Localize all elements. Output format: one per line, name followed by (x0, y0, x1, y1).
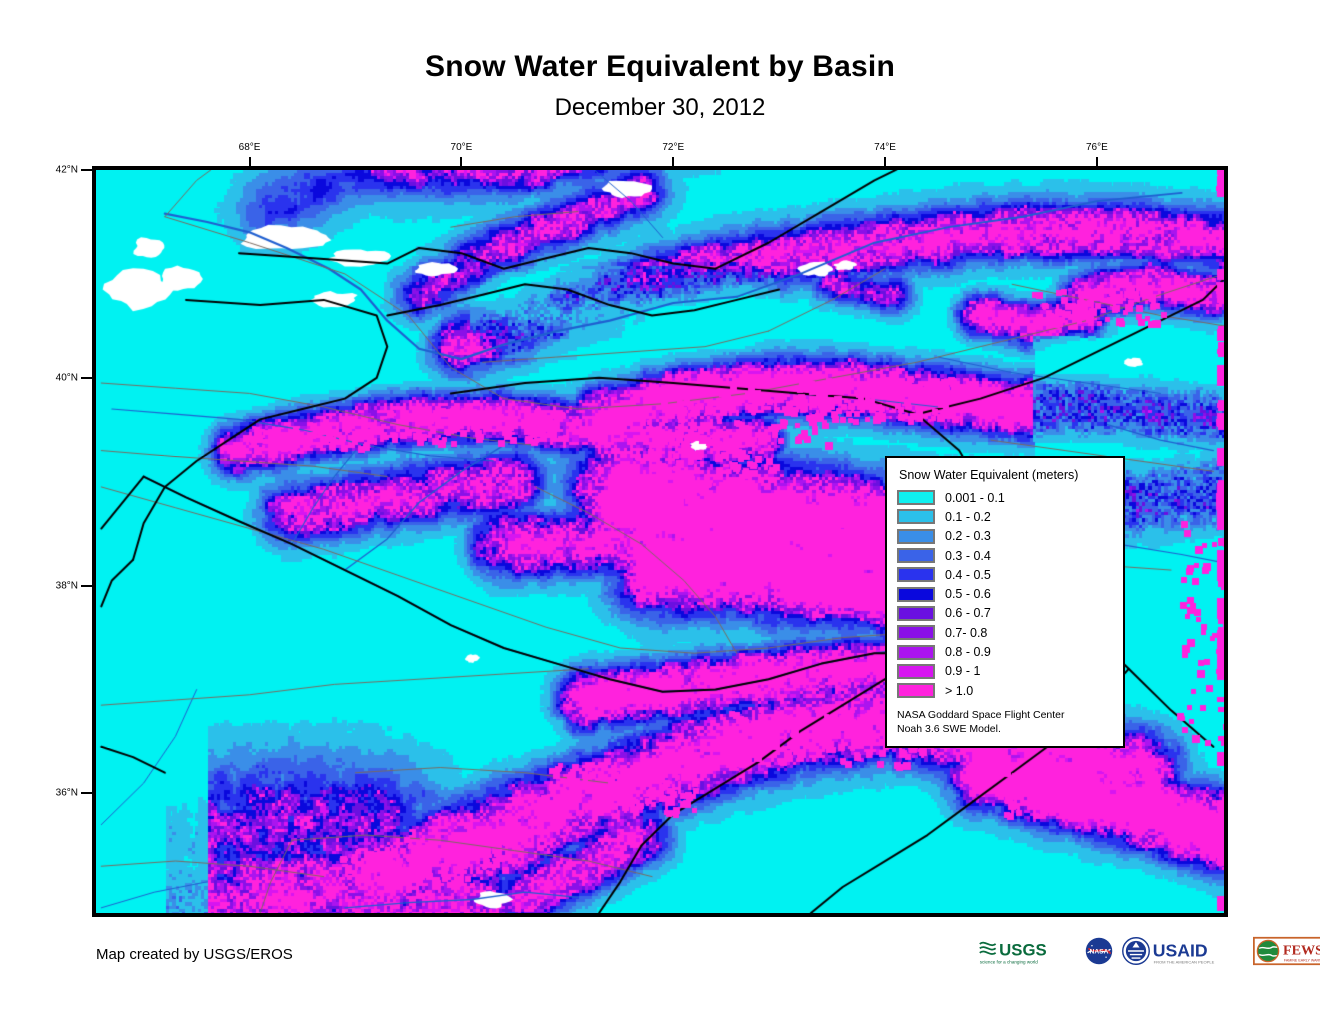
legend-label: 0.001 - 0.1 (945, 490, 1005, 505)
longitude-label: 68°E (238, 142, 261, 153)
legend-panel: Snow Water Equivalent (meters) 0.001 - 0… (885, 456, 1125, 748)
legend-swatch (897, 644, 935, 660)
longitude-label: 76°E (1085, 142, 1108, 153)
svg-text:FROM THE AMERICAN PEOPLE: FROM THE AMERICAN PEOPLE (1153, 959, 1214, 964)
legend-swatch (897, 567, 935, 583)
legend-label: 0.9 - 1 (945, 664, 981, 679)
legend-source-line-1: NASA Goddard Space Flight Center (897, 709, 1065, 722)
longitude-label: 74°E (874, 142, 896, 153)
latitude-label: 42°N (55, 164, 78, 176)
legend-swatch (897, 586, 935, 602)
legend-row: 0.001 - 0.1 (897, 488, 1123, 507)
latitude-tick (81, 376, 92, 379)
latitude-label: 36°N (55, 787, 78, 799)
legend-swatch (897, 528, 935, 544)
legend-swatch (897, 683, 935, 699)
legend-label: 0.2 - 0.3 (945, 529, 991, 544)
legend-swatch (897, 490, 935, 506)
latitude-tick (81, 169, 92, 171)
longitude-tick (460, 157, 463, 168)
latitude-tick (81, 584, 92, 587)
legend-row: 0.9 - 1 (897, 662, 1123, 681)
legend-row: 0.1 - 0.2 (897, 507, 1123, 526)
legend-swatch (897, 663, 935, 679)
map-credit: Map created by USGS/EROS (96, 946, 293, 963)
legend-label: 0.6 - 0.7 (945, 606, 991, 621)
latitude-label: 38°N (55, 580, 78, 592)
legend-label: 0.5 - 0.6 (945, 587, 991, 602)
longitude-tick (1095, 157, 1098, 168)
legend-swatch (897, 548, 935, 564)
usgs-logo: USGS science for a changing world (979, 940, 1047, 964)
usaid-logo: USAID FROM THE AMERICAN PEOPLE (1121, 937, 1214, 965)
longitude-label: 70°E (450, 142, 473, 153)
svg-text:science for a changing world: science for a changing world (980, 959, 1038, 964)
longitude-tick (672, 157, 675, 168)
page-subtitle: December 30, 2012 (554, 94, 766, 121)
longitude-tick (884, 157, 887, 168)
legend-source-note: NASA Goddard Space Flight Center Noah 3.… (897, 708, 1123, 736)
legend-label: 0.8 - 0.9 (945, 645, 991, 660)
agency-logo-bar: USGS science for a changing world NASA U… (978, 934, 1320, 968)
legend-row: 0.4 - 0.5 (897, 565, 1123, 584)
page-title: Snow Water Equivalent by Basin (425, 50, 895, 83)
legend-row: 0.3 - 0.4 (897, 546, 1123, 565)
legend-label: 0.1 - 0.2 (945, 509, 991, 524)
legend-row: 0.2 - 0.3 (897, 527, 1123, 546)
longitude-tick (248, 157, 251, 168)
legend-row: 0.8 - 0.9 (897, 642, 1123, 661)
legend-title: Snow Water Equivalent (meters) (899, 468, 1079, 482)
svg-text:FEWS NET: FEWS NET (1283, 943, 1320, 959)
latitude-label: 40°N (55, 372, 78, 384)
legend-row: 0.6 - 0.7 (897, 604, 1123, 623)
legend-row: > 1.0 (897, 681, 1123, 700)
svg-text:USGS: USGS (999, 940, 1046, 959)
legend-label: > 1.0 (945, 683, 974, 698)
svg-text:FAMINE EARLY WARNING SYSTEMS N: FAMINE EARLY WARNING SYSTEMS NETWORK (1284, 959, 1320, 963)
legend-source-line-2: Noah 3.6 SWE Model. (897, 723, 1001, 736)
legend-label: 0.4 - 0.5 (945, 567, 991, 582)
legend-swatch (897, 625, 935, 641)
svg-text:NASA: NASA (1089, 949, 1108, 956)
legend-label: 0.3 - 0.4 (945, 548, 991, 563)
legend-swatch (897, 509, 935, 525)
svg-text:USAID: USAID (1153, 940, 1208, 960)
fewsnet-logo: FEWS NET FAMINE EARLY WARNING SYSTEMS NE… (1253, 936, 1320, 966)
nasa-logo: NASA (1085, 937, 1113, 965)
latitude-tick (81, 792, 92, 795)
legend-label: 0.7- 0.8 (945, 625, 988, 640)
legend-row: 0.5 - 0.6 (897, 584, 1123, 603)
legend-row: 0.7- 0.8 (897, 623, 1123, 642)
longitude-label: 72°E (662, 142, 685, 153)
legend-swatch (897, 605, 935, 621)
legend-class-list: 0.001 - 0.1 0.1 - 0.2 0.2 - 0.3 0.3 - 0.4 0.… (897, 488, 1123, 700)
